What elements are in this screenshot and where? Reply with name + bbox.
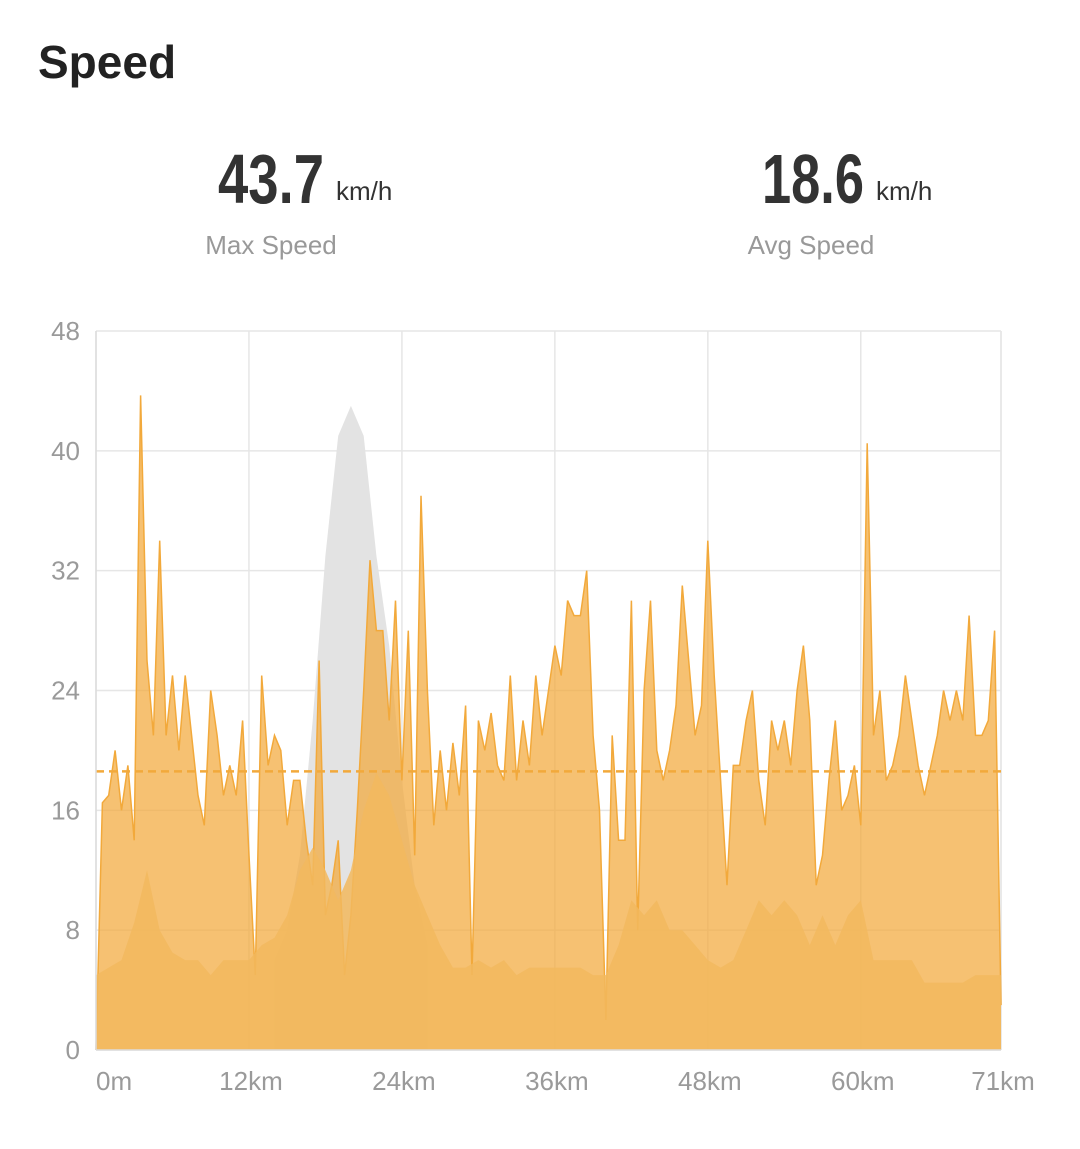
y-tick-label: 32 — [51, 556, 80, 586]
x-tick-label: 60km — [831, 1066, 895, 1096]
stat-label: Avg Speed — [748, 230, 875, 260]
series-area — [96, 772, 1001, 1050]
x-tick-label: 48km — [678, 1066, 742, 1096]
card-title: Speed — [38, 36, 176, 88]
y-tick-label: 16 — [51, 795, 80, 825]
y-tick-label: 0 — [66, 1035, 80, 1065]
y-tick-label: 8 — [66, 915, 80, 945]
max-speed-stat: 43.7 km/h Max Speed — [205, 140, 392, 260]
x-tick-label: 71km — [971, 1066, 1035, 1096]
stat-value: 43.7 — [218, 140, 324, 218]
x-tick-label: 0m — [96, 1066, 132, 1096]
stat-unit: km/h — [876, 176, 932, 206]
avg-speed-stat: 18.6 km/h Avg Speed — [748, 140, 933, 260]
y-tick-label: 24 — [51, 676, 80, 706]
x-tick-label: 36km — [525, 1066, 589, 1096]
stat-value: 18.6 — [762, 140, 864, 218]
stat-unit: km/h — [336, 176, 392, 206]
stat-label: Max Speed — [205, 230, 337, 260]
x-tick-label: 12km — [219, 1066, 283, 1096]
x-tick-label: 24km — [372, 1066, 436, 1096]
y-tick-label: 40 — [51, 436, 80, 466]
series-line — [95, 395, 1002, 1051]
y-tick-label: 48 — [51, 316, 80, 346]
